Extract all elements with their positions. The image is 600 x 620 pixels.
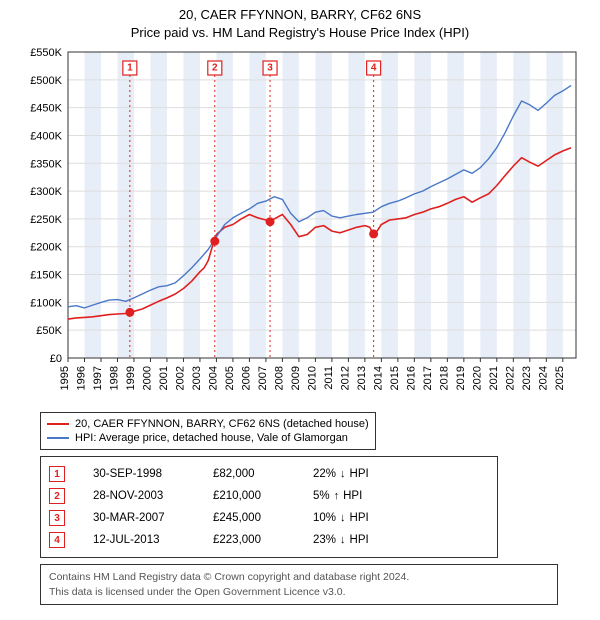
transaction-diff-pct: 22%: [313, 468, 336, 480]
transaction-row: 1 30-SEP-1998£82,00022% ↓ HPI: [49, 463, 489, 485]
svg-text:2024: 2024: [537, 366, 549, 390]
arrow-down-icon: ↓: [340, 468, 346, 480]
transaction-date: 30-MAR-2007: [93, 512, 213, 524]
arrow-down-icon: ↓: [340, 534, 346, 546]
svg-text:2011: 2011: [323, 366, 335, 390]
svg-text:£450K: £450K: [30, 103, 62, 115]
transaction-number-badge: 1: [49, 466, 65, 482]
svg-text:£250K: £250K: [30, 214, 62, 226]
transaction-date: 30-SEP-1998: [93, 468, 213, 480]
transactions-table: 130-SEP-1998£82,00022%↓HPI228-NOV-2003£2…: [40, 456, 498, 558]
arrow-down-icon: ↓: [340, 512, 346, 524]
transaction-row: 3 30-MAR-2007£245,00010% ↓ HPI: [49, 507, 489, 529]
svg-text:1998: 1998: [108, 366, 120, 390]
svg-text:2016: 2016: [405, 366, 417, 390]
svg-text:2009: 2009: [290, 366, 302, 390]
legend-swatch: [47, 437, 69, 439]
svg-text:2010: 2010: [306, 366, 318, 390]
transaction-hpi-diff: 23% ↓ HPI: [313, 534, 423, 546]
transaction-hpi-diff: 10% ↓ HPI: [313, 512, 423, 524]
svg-text:2012: 2012: [339, 366, 351, 390]
svg-text:2000: 2000: [141, 366, 153, 390]
transaction-price: £223,000: [213, 534, 313, 546]
transaction-row: 4 12-JUL-2013£223,00023% ↓ HPI: [49, 529, 489, 551]
svg-text:2004: 2004: [207, 366, 219, 390]
transaction-date: 28-NOV-2003: [93, 490, 213, 502]
arrow-up-icon: ↑: [334, 490, 340, 502]
svg-text:2021: 2021: [488, 366, 500, 390]
svg-text:2013: 2013: [356, 366, 368, 390]
svg-text:1: 1: [127, 63, 133, 74]
svg-text:2006: 2006: [240, 366, 252, 390]
svg-text:2018: 2018: [438, 366, 450, 390]
chart-title-sub: Price paid vs. HM Land Registry's House …: [0, 24, 600, 42]
svg-text:1996: 1996: [75, 366, 87, 390]
footer-line-2: This data is licensed under the Open Gov…: [49, 585, 549, 599]
svg-text:£100K: £100K: [30, 298, 62, 310]
transaction-hpi-diff: 5% ↑HPI: [313, 490, 423, 502]
legend: 20, CAER FFYNNON, BARRY, CF62 6NS (detac…: [40, 412, 376, 450]
chart-svg: £0 £50K £100K £150K £200K £250K £300K £350K £400…: [20, 46, 580, 406]
transaction-diff-vs: HPI: [350, 534, 369, 546]
svg-text:£0: £0: [50, 353, 62, 365]
legend-swatch: [47, 423, 69, 425]
svg-text:2017: 2017: [422, 366, 434, 390]
legend-row: 20, CAER FFYNNON, BARRY, CF62 6NS (detac…: [47, 417, 369, 431]
transaction-date: 12-JUL-2013: [93, 534, 213, 546]
transaction-diff-pct: 10%: [313, 512, 336, 524]
chart-titles: 20, CAER FFYNNON, BARRY, CF62 6NS Price …: [0, 0, 600, 42]
svg-text:£350K: £350K: [30, 159, 62, 171]
svg-text:2020: 2020: [471, 366, 483, 390]
svg-text:2003: 2003: [191, 366, 203, 390]
transaction-number-badge: 4: [49, 532, 65, 548]
transaction-price: £82,000: [213, 468, 313, 480]
transaction-diff-vs: HPI: [350, 512, 369, 524]
svg-text:2015: 2015: [389, 366, 401, 390]
svg-text:2014: 2014: [372, 366, 384, 390]
svg-text:£550K: £550K: [30, 47, 62, 59]
transaction-diff-vs: HPI: [343, 490, 362, 502]
svg-text:4: 4: [371, 63, 377, 74]
svg-text:1999: 1999: [125, 366, 137, 390]
footer-line-1: Contains HM Land Registry data © Crown c…: [49, 570, 549, 584]
svg-text:2025: 2025: [554, 366, 566, 390]
svg-text:2023: 2023: [521, 366, 533, 390]
transaction-hpi-diff: 22% ↓ HPI: [313, 468, 423, 480]
svg-text:2002: 2002: [174, 366, 186, 390]
legend-label: 20, CAER FFYNNON, BARRY, CF62 6NS (detac…: [75, 418, 369, 430]
svg-text:2007: 2007: [257, 366, 269, 390]
svg-text:2005: 2005: [224, 366, 236, 390]
chart-title-address: 20, CAER FFYNNON, BARRY, CF62 6NS: [0, 6, 600, 24]
svg-text:£500K: £500K: [30, 75, 62, 87]
svg-text:£150K: £150K: [30, 270, 62, 282]
legend-row: HPI: Average price, detached house, Vale…: [47, 431, 369, 445]
transaction-price: £245,000: [213, 512, 313, 524]
chart-area: £0 £50K £100K £150K £200K £250K £300K £350K £400…: [20, 46, 580, 406]
svg-text:£400K: £400K: [30, 131, 62, 143]
svg-text:3: 3: [267, 63, 273, 74]
transaction-number-badge: 2: [49, 488, 65, 504]
svg-text:2001: 2001: [158, 366, 170, 390]
svg-text:£200K: £200K: [30, 242, 62, 254]
svg-text:1995: 1995: [59, 366, 71, 390]
transaction-diff-pct: 5%: [313, 490, 330, 502]
svg-text:£300K: £300K: [30, 186, 62, 198]
svg-text:2: 2: [212, 63, 218, 74]
transaction-diff-vs: HPI: [350, 468, 369, 480]
svg-text:2019: 2019: [455, 366, 467, 390]
svg-text:£50K: £50K: [36, 326, 62, 338]
transaction-row: 2 28-NOV-2003£210,0005% ↑HPI: [49, 485, 489, 507]
transaction-number-badge: 3: [49, 510, 65, 526]
legend-label: HPI: Average price, detached house, Vale…: [75, 432, 348, 444]
svg-text:2022: 2022: [504, 366, 516, 390]
transaction-diff-pct: 23%: [313, 534, 336, 546]
attribution-footer: Contains HM Land Registry data © Crown c…: [40, 564, 558, 604]
svg-text:2008: 2008: [273, 366, 285, 390]
transaction-price: £210,000: [213, 490, 313, 502]
svg-text:1997: 1997: [92, 366, 104, 390]
